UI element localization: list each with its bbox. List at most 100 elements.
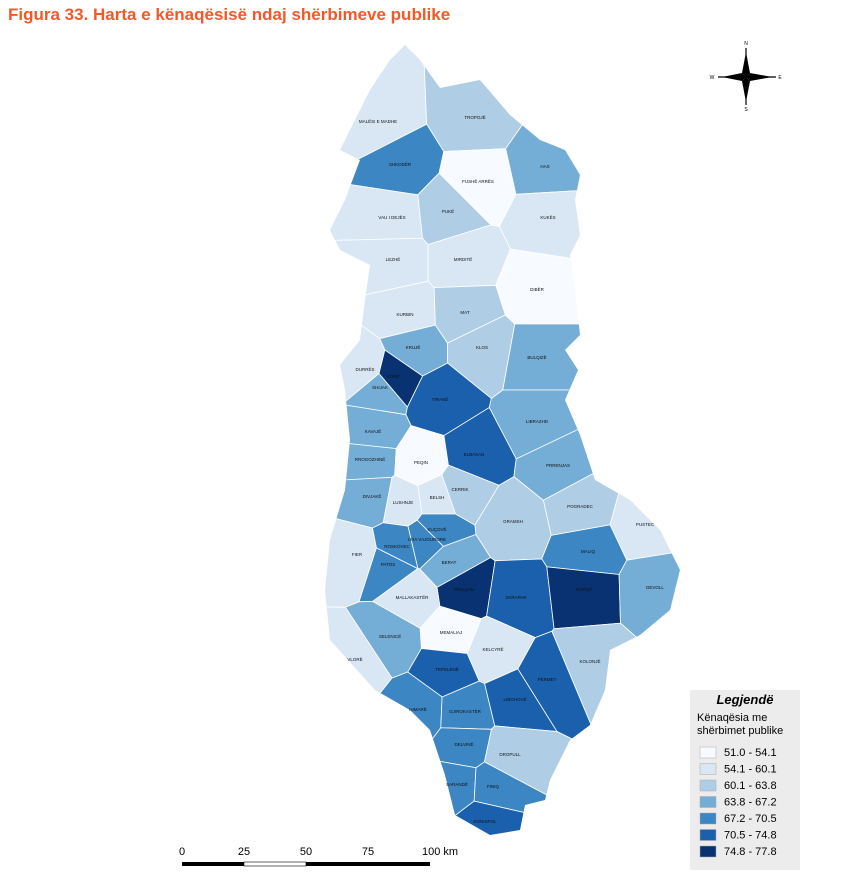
legend-label: 54.1 - 60.1 <box>724 764 777 776</box>
legend-swatch <box>699 796 717 808</box>
region <box>417 727 492 769</box>
legend-swatch <box>699 845 717 858</box>
region <box>546 566 621 630</box>
scale-label: 0 <box>179 846 185 858</box>
legend-label: 63.8 - 67.2 <box>724 797 777 809</box>
region-label: KOLONJË <box>579 658 600 664</box>
region-label: BULQIZË <box>527 354 546 360</box>
region-label: SHIJAK <box>372 385 388 390</box>
region-label: MAT <box>460 310 469 315</box>
region-label: KELCYRË <box>482 646 503 652</box>
legend-subtitle: Kënaqësia me <box>697 712 767 724</box>
region-label: LUSHNJE <box>393 500 414 505</box>
region-label: HAS <box>540 164 549 169</box>
region <box>422 45 590 152</box>
compass-n: N <box>744 41 748 47</box>
region <box>495 248 680 325</box>
region-label: DURRËS <box>355 366 374 372</box>
region-label: KRUJË <box>406 344 421 350</box>
region <box>325 671 443 820</box>
legend-swatch <box>699 812 717 825</box>
region-label: ELBASAN <box>464 452 485 457</box>
map <box>325 45 680 835</box>
region-label: GRAMSH <box>503 519 523 524</box>
legend-title: Legjendë <box>716 692 773 707</box>
region-label: ROSKOVEC <box>384 544 410 549</box>
region-label: MALIQ <box>581 549 596 554</box>
region-label: TEPELENË <box>435 666 459 672</box>
region-label: POGRADEC <box>567 504 594 509</box>
region-label: POLIÇAN <box>454 587 474 592</box>
region-label: BERAT <box>442 560 457 565</box>
region <box>618 548 680 694</box>
scale-bar: 0 25 50 75 100 km <box>179 846 458 867</box>
legend-swatch <box>699 746 717 759</box>
region-label: KUKËS <box>540 214 555 220</box>
region-label: PRRENJAS <box>546 463 570 468</box>
region-label: FIER <box>352 552 363 557</box>
region-label: MALËSI E MADHE <box>359 118 397 124</box>
legend-label: 70.5 - 74.8 <box>724 830 777 842</box>
region-label: VLORË <box>347 656 362 662</box>
region-label: RROGOZHINË <box>355 456 386 462</box>
scale-label: 25 <box>238 846 250 858</box>
title: Figura 33. Harta e kënaqësisë ndaj shërb… <box>8 5 450 24</box>
region-label: SKRAPAR <box>505 595 527 600</box>
region-label: KAVAJË <box>365 428 382 434</box>
region <box>325 476 393 529</box>
legend-label: 74.8 - 77.8 <box>724 846 777 858</box>
region-label: DELVINË <box>455 741 474 747</box>
region-label: TROPOJË <box>464 114 485 120</box>
scale-label: 100 km <box>422 846 458 858</box>
region <box>325 757 477 835</box>
scale-label: 50 <box>300 846 312 858</box>
region-label: TIRANË <box>432 396 449 402</box>
compass-e: E <box>778 75 782 81</box>
region-label: SHKODËR <box>389 161 412 167</box>
region-label: MEMALIAJ <box>440 630 463 635</box>
legend-swatch <box>699 779 717 792</box>
region-label: KUÇOVË <box>427 526 446 532</box>
region-label: VAU I DEJËS <box>378 214 405 220</box>
legend-label: 67.2 - 70.5 <box>724 813 777 825</box>
region-label: PËRMET <box>538 676 557 682</box>
legend-label: 51.0 - 54.1 <box>724 747 777 759</box>
region-label: MIRDITË <box>454 256 473 262</box>
region-label: SARANDË <box>446 781 468 787</box>
region-label: PUKË <box>442 208 454 214</box>
region-label: KLOS <box>476 345 488 350</box>
region-label: SELENICË <box>379 633 401 639</box>
region-label: DIVJAKË <box>363 493 382 499</box>
region <box>609 370 680 561</box>
region-label: KORÇË <box>576 586 592 592</box>
region-label: FUSHË ARRËS <box>462 178 494 184</box>
region-label: FINIQ <box>487 784 499 789</box>
region-label: BELSH <box>430 495 445 500</box>
region-label: HIMARË <box>409 706 427 712</box>
region-label: KURBIN <box>396 312 413 317</box>
legend-swatch <box>699 829 717 841</box>
region <box>505 45 680 195</box>
region-label: PEQIN <box>414 460 428 465</box>
region-label: PUSTEC <box>636 522 655 527</box>
region-label: KONISPOL <box>473 819 497 824</box>
region-label: PATOS <box>381 562 396 567</box>
region-labels: MALËSI E MADHE TROPOJË SHKODËR FUSHË ARRËS H… <box>347 114 664 824</box>
region-label: DEVOLL <box>646 585 664 590</box>
region-label: DROPULL <box>499 752 521 757</box>
compass-w: W <box>710 75 715 81</box>
region-label: LIBOHOVË <box>503 696 526 702</box>
scale-label: 75 <box>362 846 374 858</box>
compass: N W E S <box>710 41 783 113</box>
region-label: URA VAJGURORE <box>408 537 446 542</box>
region-label: DIBËR <box>530 286 545 292</box>
region-label: LIBRAZHD <box>526 419 549 424</box>
region-label: LEZHË <box>386 256 401 262</box>
region <box>408 800 663 835</box>
region-label: GJIROKASTËR <box>449 708 482 714</box>
legend-swatch <box>699 763 717 775</box>
legend-subtitle: shërbimet publike <box>697 725 783 737</box>
compass-s: S <box>744 107 748 113</box>
